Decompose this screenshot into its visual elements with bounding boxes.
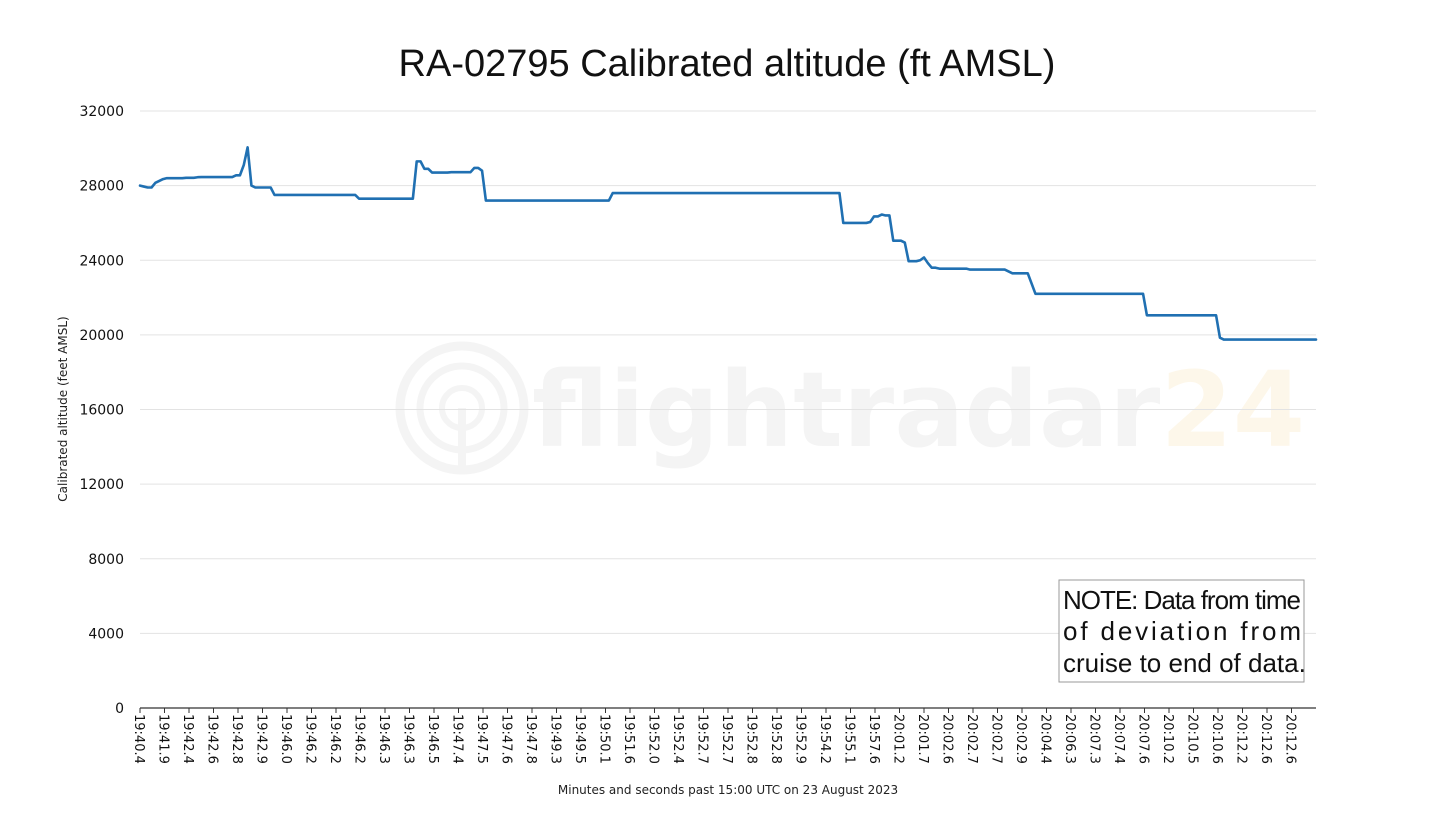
x-tick-label: 20:06.3 bbox=[1062, 714, 1077, 764]
y-tick-label: 16000 bbox=[79, 403, 124, 419]
x-tick-label: 19:52.4 bbox=[670, 714, 685, 764]
x-tick-label: 19:52.7 bbox=[719, 714, 734, 764]
x-tick-label: 19:42.4 bbox=[180, 714, 195, 764]
x-tick-label: 20:10.6 bbox=[1209, 714, 1224, 764]
x-tick-label: 19:49.3 bbox=[548, 714, 563, 764]
x-tick-label: 19:52.0 bbox=[646, 714, 661, 764]
x-tick-label: 20:10.5 bbox=[1185, 714, 1200, 764]
x-tick-label: 19:46.2 bbox=[327, 714, 342, 764]
y-tick-label: 4000 bbox=[88, 626, 124, 642]
x-tick-label: 20:01.7 bbox=[915, 714, 930, 764]
x-tick-label: 20:12.6 bbox=[1258, 714, 1273, 764]
radar-logo-icon bbox=[395, 341, 529, 475]
altitude-series-line bbox=[138, 146, 1318, 341]
y-tick-label: 12000 bbox=[79, 477, 124, 493]
x-tick-label: 20:01.2 bbox=[891, 714, 906, 764]
note-annotation: NOTE: Data from time of deviation from c… bbox=[1058, 579, 1306, 683]
x-tick-label: 20:04.4 bbox=[1038, 714, 1053, 764]
x-tick-label: 20:02.7 bbox=[989, 714, 1004, 764]
x-tick-label: 19:47.5 bbox=[474, 714, 489, 764]
y-tick-label: 32000 bbox=[79, 104, 124, 120]
x-tick-label: 20:02.9 bbox=[1013, 714, 1028, 764]
x-tick-label: 20:12.6 bbox=[1283, 714, 1298, 764]
x-tick-label: 19:42.8 bbox=[229, 714, 244, 764]
y-tick-label: 8000 bbox=[88, 552, 124, 568]
x-tick-label: 19:51.6 bbox=[621, 714, 636, 764]
x-tick-label: 19:52.9 bbox=[793, 714, 808, 764]
note-line-1: NOTE: Data from time bbox=[1063, 585, 1301, 615]
x-tick-label: 20:02.7 bbox=[964, 714, 979, 764]
series-layer bbox=[138, 146, 1318, 341]
x-tick-label: 20:10.2 bbox=[1160, 714, 1175, 764]
x-tick-label: 19:42.9 bbox=[254, 714, 269, 764]
note-box bbox=[1058, 579, 1305, 683]
x-tick-label: 19:49.5 bbox=[572, 714, 587, 764]
note-line-3: cruise to end of data. bbox=[1063, 648, 1306, 678]
note-line-2: of deviation from bbox=[1063, 616, 1301, 646]
x-tick-label: 19:46.0 bbox=[278, 714, 293, 764]
x-tick-label: 19:50.1 bbox=[597, 714, 612, 764]
y-axis-label: Calibrated altitude (feet AMSL) bbox=[56, 316, 70, 501]
x-tick-label: 20:12.2 bbox=[1234, 714, 1249, 764]
x-tick-label: 20:07.4 bbox=[1111, 714, 1126, 764]
x-tick-label: 19:41.9 bbox=[156, 714, 171, 764]
x-tick-label: 19:46.5 bbox=[425, 714, 440, 764]
x-tick-label: 19:46.2 bbox=[303, 714, 318, 764]
x-tick-label: 19:46.3 bbox=[376, 714, 391, 764]
x-tick-label: 19:42.6 bbox=[205, 714, 220, 764]
y-axis-ticks: 0 4000 8000 12000 16000 20000 24000 28000 32000 bbox=[79, 104, 124, 717]
x-tick-label: 19:46.3 bbox=[401, 714, 416, 764]
x-tick-label: 20:02.6 bbox=[940, 714, 955, 764]
x-tick-label: 19:40.4 bbox=[131, 714, 146, 764]
x-axis: 19:40.4 19:41.9 19:42.4 19:42.6 19:42.8 19:42… bbox=[131, 707, 1316, 764]
x-tick-label: 19:46.2 bbox=[352, 714, 367, 764]
x-tick-label: 19:55.1 bbox=[842, 714, 857, 764]
x-tick-label: 19:47.8 bbox=[523, 714, 538, 764]
x-tick-label: 19:52.7 bbox=[695, 714, 710, 764]
x-tick-label: 19:47.6 bbox=[499, 714, 514, 764]
gridlines bbox=[140, 110, 1316, 634]
chart-title: RA-02795 Calibrated altitude (ft AMSL) bbox=[399, 43, 1056, 85]
y-tick-label: 24000 bbox=[79, 253, 124, 269]
x-tick-label: 20:07.3 bbox=[1087, 714, 1102, 764]
y-tick-label: 28000 bbox=[79, 179, 124, 195]
x-tick-label: 19:52.8 bbox=[768, 714, 783, 764]
x-tick-label: 19:52.8 bbox=[744, 714, 759, 764]
y-tick-label: 20000 bbox=[79, 328, 124, 344]
x-tick-label: 19:47.4 bbox=[450, 714, 465, 764]
y-tick-label: 0 bbox=[115, 701, 124, 717]
x-tick-label: 20:07.6 bbox=[1136, 714, 1151, 764]
x-tick-label: 19:54.2 bbox=[817, 714, 832, 764]
flightradar24-watermark: flightradar24 bbox=[395, 341, 1305, 475]
x-axis-label: Minutes and seconds past 15:00 UTC on 23… bbox=[558, 783, 898, 797]
x-tick-label: 19:57.6 bbox=[866, 714, 881, 764]
